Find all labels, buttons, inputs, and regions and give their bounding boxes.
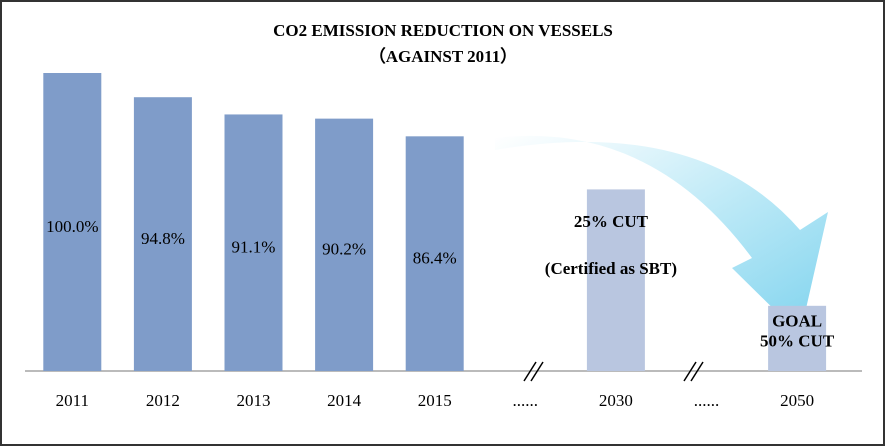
annotation: (Certified as SBT) (545, 259, 677, 278)
x-tick-label: ...... (694, 391, 720, 410)
bar (315, 118, 374, 371)
bar (43, 73, 102, 371)
value-label: 100.0% (46, 217, 98, 236)
bar (586, 189, 645, 371)
chart-title: CO2 EMISSION REDUCTION ON VESSELS (273, 21, 613, 40)
x-tick-label: 2015 (418, 391, 452, 410)
value-label: 86.4% (413, 249, 457, 268)
annotation: 50% CUT (760, 332, 835, 351)
x-tick-label: ...... (513, 391, 539, 410)
trend-arrow (495, 135, 828, 335)
x-tick-label: 2011 (56, 391, 89, 410)
bar (405, 136, 464, 371)
x-tick-label: 2012 (146, 391, 180, 410)
value-label: 91.1% (232, 238, 276, 257)
value-label: 90.2% (322, 240, 366, 259)
bar (224, 114, 283, 372)
bar (133, 97, 192, 372)
annotation: GOAL (772, 312, 822, 331)
axis-breaks (523, 361, 704, 382)
annotation: 25% CUT (574, 212, 649, 231)
x-tick-label: 2030 (599, 391, 633, 410)
bar (768, 305, 827, 371)
x-tick-label: 2014 (327, 391, 362, 410)
x-tick-label: 2013 (237, 391, 271, 410)
x-tick-label: 2050 (780, 391, 814, 410)
chart-subtitle: （AGAINST 2011） (369, 46, 517, 66)
value-label: 94.8% (141, 229, 185, 248)
